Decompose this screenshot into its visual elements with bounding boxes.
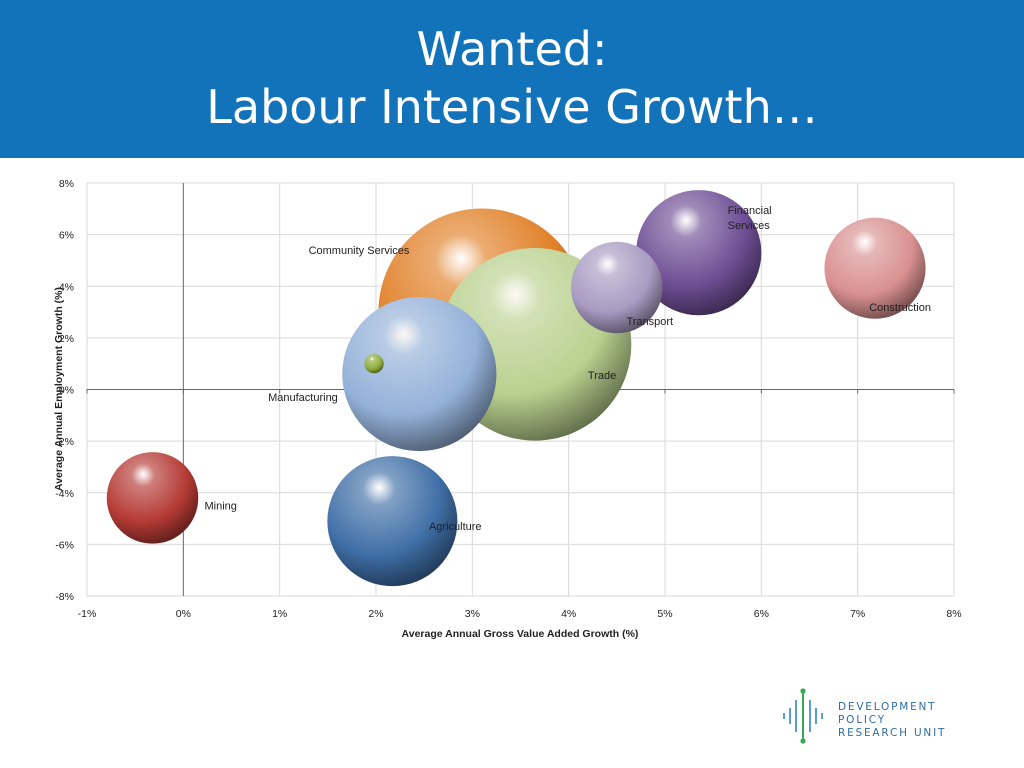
- bubble-mining: [106, 452, 199, 544]
- y-tick-label: -2%: [55, 436, 74, 448]
- bubble-financial-services: [636, 190, 762, 316]
- y-tick-label: -6%: [55, 539, 74, 551]
- bubble-manufacturing: [364, 354, 384, 374]
- gridlines: [86, 182, 955, 597]
- label-community-services: Community Services: [309, 245, 410, 257]
- slide-title-line-2: Labour Intensive Growth…: [206, 80, 818, 134]
- y-tick-label: 0%: [59, 385, 74, 397]
- x-tick-label: 4%: [561, 608, 576, 620]
- slide-title: Wanted: Labour Intensive Growth…: [0, 20, 1024, 136]
- label-transport: Transport: [626, 316, 673, 328]
- x-tick-label: 2%: [368, 608, 383, 620]
- x-tick-label: 0%: [176, 608, 191, 620]
- bubble-agriculture: [327, 456, 458, 587]
- y-tick-label: 4%: [59, 281, 74, 293]
- y-tick-label: -8%: [55, 591, 74, 603]
- y-tick-label: 8%: [59, 178, 74, 190]
- dpru-logo-mark-icon: [783, 688, 823, 744]
- x-tick-label: 5%: [657, 608, 672, 620]
- bubble-construction: [824, 217, 926, 319]
- x-tick-label: 1%: [272, 608, 287, 620]
- y-tick-label: -4%: [55, 488, 74, 500]
- logo-line-1: Development Policy: [838, 701, 937, 726]
- label-agriculture: Agriculture: [429, 521, 482, 533]
- label-trade: Trade: [588, 370, 616, 382]
- y-tick-label: 6%: [59, 230, 74, 242]
- tick-labels: -1% 0% 1% 2% 3% 4% 5% 6% 7% 8% 8% 6% 4% 2% 0% -2% -4% -6%…: [55, 178, 961, 620]
- x-axis-label: Average Annual Gross Value Added Growth …: [402, 628, 639, 640]
- x-tick-label: 7%: [850, 608, 865, 620]
- label-mining: Mining: [205, 501, 237, 513]
- bubble-labels: Mining Agriculture Manufacturing Community …: [205, 205, 931, 533]
- x-tick-label: -1%: [78, 608, 97, 620]
- bubbles: [106, 190, 926, 587]
- dpru-logo-text: Development Policy Research Unit: [838, 701, 988, 740]
- label-manufacturing: Manufacturing: [268, 392, 338, 404]
- label-construction: Construction: [869, 302, 931, 314]
- x-tick-label: 8%: [946, 608, 961, 620]
- bubble-unlabeled: [342, 296, 497, 452]
- x-tick-label: 3%: [465, 608, 480, 620]
- bubble-chart: -1% 0% 1% 2% 3% 4% 5% 6% 7% 8% 8% 6% 4% 2% 0% -2% -4% -6%…: [53, 178, 962, 640]
- bubble-transport: [571, 241, 663, 334]
- title-banner: Wanted: Labour Intensive Growth…: [0, 0, 1024, 158]
- y-tick-label: 2%: [59, 333, 74, 345]
- slide-title-line-1: Wanted:: [416, 22, 608, 76]
- logo-line-2: Research Unit: [838, 727, 947, 739]
- dpru-logo: Development Policy Research Unit: [778, 686, 988, 746]
- y-axis-label: Average Annual Employment Growth (%): [53, 287, 65, 491]
- label-financial-services: Financial Services: [728, 205, 772, 232]
- x-tick-label: 6%: [754, 608, 769, 620]
